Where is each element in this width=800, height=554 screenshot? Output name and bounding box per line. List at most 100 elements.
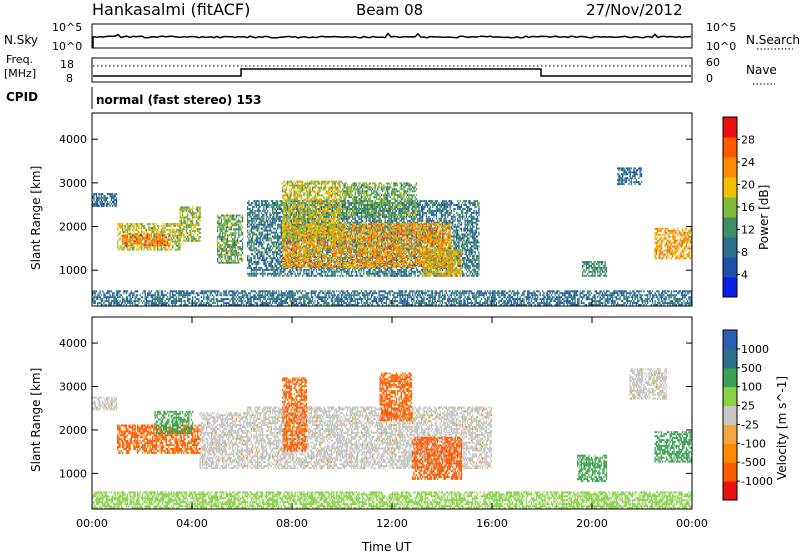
power-cell	[291, 249, 292, 251]
power-cell	[247, 206, 248, 208]
power-cell	[116, 193, 117, 195]
power-cell	[262, 232, 263, 234]
power-cell	[227, 234, 228, 236]
power-cell	[155, 243, 156, 245]
power-cell	[130, 223, 131, 225]
power-cell	[97, 201, 98, 203]
power-cell	[257, 228, 258, 230]
power-cell	[96, 201, 97, 203]
power-cell	[231, 246, 232, 248]
power-cell	[385, 271, 386, 273]
power-cell	[248, 275, 249, 277]
power-cell	[322, 271, 323, 273]
power-cell	[267, 269, 268, 271]
power-cell	[271, 239, 272, 241]
power-cell	[270, 212, 271, 214]
power-cell	[263, 271, 264, 273]
power-cell	[150, 229, 151, 231]
power-cell	[100, 203, 101, 205]
power-cell	[221, 220, 222, 222]
power-cell	[373, 273, 374, 275]
power-cell	[247, 212, 248, 214]
power-cell	[165, 240, 166, 242]
power-cell	[235, 219, 236, 221]
power-cell	[355, 202, 356, 204]
power-cell	[282, 202, 283, 204]
power-cell	[280, 257, 281, 259]
power-cell	[330, 269, 331, 271]
power-cell	[258, 204, 259, 206]
power-cell	[315, 202, 316, 204]
power-cell	[326, 271, 327, 273]
power-cell	[383, 273, 384, 275]
power-cell	[110, 205, 111, 207]
power-cell	[365, 204, 366, 206]
power-cell	[152, 240, 153, 242]
power-cell	[222, 232, 223, 234]
power-cell	[260, 224, 261, 226]
power-cell	[252, 234, 253, 236]
power-cell	[158, 234, 159, 236]
power-cell	[261, 247, 262, 249]
power-cell	[96, 205, 97, 207]
power-cell	[230, 240, 231, 242]
power-cell	[218, 246, 219, 248]
power-cell	[147, 247, 148, 249]
power-cell	[141, 245, 142, 247]
power-cell	[296, 208, 297, 210]
power-cell	[253, 243, 254, 245]
power-cell	[220, 217, 221, 219]
power-cell	[135, 236, 136, 238]
power-cell	[277, 212, 278, 214]
power-cell	[240, 240, 241, 242]
power-cell	[173, 241, 174, 243]
power-cell	[195, 238, 196, 240]
power-cell	[183, 222, 184, 224]
power-cell	[126, 247, 127, 249]
power-cell	[218, 242, 219, 244]
power-cell	[262, 218, 263, 220]
power-cell	[348, 218, 349, 220]
power-cell	[300, 267, 301, 269]
power-cell	[255, 204, 256, 206]
power-cell	[408, 271, 409, 273]
power-cell	[251, 263, 252, 265]
power-cell	[197, 228, 198, 230]
power-cell	[255, 251, 256, 253]
power-cell	[178, 247, 179, 249]
power-cell	[262, 275, 263, 277]
power-cell	[267, 267, 268, 269]
power-cell	[192, 216, 193, 218]
power-cell	[413, 218, 414, 220]
power-cell	[298, 214, 299, 216]
power-cell	[268, 237, 269, 239]
power-cell	[272, 232, 273, 234]
power-cell	[308, 218, 309, 220]
power-cell	[198, 222, 199, 224]
power-cell	[275, 241, 276, 243]
power-cell	[261, 245, 262, 247]
power-cell	[356, 222, 357, 224]
power-cell	[188, 238, 189, 240]
power-cell	[356, 255, 357, 257]
power-cell	[411, 275, 412, 277]
power-cell	[113, 195, 114, 197]
power-cell	[360, 275, 361, 277]
power-cell	[280, 273, 281, 275]
power-cell	[237, 260, 238, 262]
power-cell	[258, 232, 259, 234]
power-cell	[148, 225, 149, 227]
power-cell	[228, 260, 229, 262]
power-cell	[270, 224, 271, 226]
power-cell	[253, 257, 254, 259]
power-cell	[265, 204, 266, 206]
power-cell	[237, 246, 238, 248]
power-cell	[290, 255, 291, 257]
power-cell	[277, 273, 278, 275]
power-cell	[186, 226, 187, 228]
power-cell	[280, 247, 281, 249]
power-cell	[126, 234, 127, 236]
power-cell	[312, 271, 313, 273]
power-cell	[195, 230, 196, 232]
power-cell	[346, 228, 347, 230]
